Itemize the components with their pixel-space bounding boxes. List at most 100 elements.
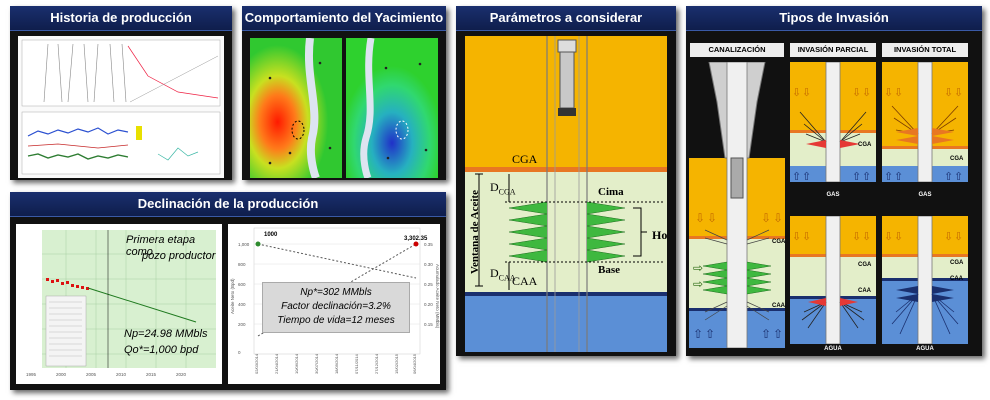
saturation-map (346, 38, 438, 178)
total-gas-label: GAS (918, 192, 932, 198)
parcial-gas-diagram: ⇩ ⇩ ⇩ ⇩ ⇧ ⇧ ⇧ ⇧ (790, 62, 876, 182)
dcaa-subscript: CAA (498, 273, 516, 283)
decline-chart-right: 1,000 800 600 400 200 0 0.35 0.30 0.25 0.20 0.1… (228, 224, 440, 384)
svg-text:800: 800 (238, 262, 246, 267)
svg-text:06/04/2015: 06/04/2015 (412, 353, 417, 374)
svg-text:⇧: ⇧ (693, 327, 703, 341)
svg-text:0.20: 0.20 (424, 302, 433, 307)
base-label: Base (598, 264, 620, 276)
svg-text:⇩: ⇩ (884, 231, 893, 243)
production-history-thumbnail (18, 36, 224, 178)
svg-text:⇩: ⇩ (884, 87, 893, 99)
svg-text:⇩: ⇩ (954, 87, 963, 99)
total-gas-diagram: ⇩ ⇩ ⇩ ⇩ ⇧ ⇧ ⇧ ⇧ (882, 62, 968, 182)
svg-text:⇩: ⇩ (792, 87, 801, 99)
svg-text:⇨: ⇨ (693, 261, 703, 275)
svg-text:2005: 2005 (86, 372, 97, 377)
svg-text:0.15: 0.15 (424, 322, 433, 327)
svg-text:0.30: 0.30 (424, 262, 433, 267)
svg-text:⇧: ⇧ (705, 327, 715, 341)
decline-start-label: 1000 (264, 232, 278, 238)
declinacion-title: Declinación de la producción (10, 192, 446, 217)
decline-end-label: 3,302.35 (404, 236, 428, 242)
svg-text:⇧: ⇧ (944, 171, 953, 182)
yacimiento-title: Comportamiento del Yacimiento (242, 6, 446, 31)
decline-annotation-2: pozo productor (142, 250, 216, 262)
total-gas-cga: CGA (950, 156, 964, 162)
svg-text:2015: 2015 (146, 372, 157, 377)
svg-text:0: 0 (238, 350, 241, 355)
total-agua-diagram: ⇩ ⇩ ⇩ ⇩ (882, 216, 968, 344)
svg-text:⇧: ⇧ (862, 171, 871, 182)
svg-text:⇧: ⇧ (894, 171, 903, 182)
caa-label: CAA (512, 274, 538, 288)
decline-summary-box: Np*=302 MMbls Factor declinación=3.2% Ti… (262, 282, 410, 333)
decline-qo: Qo*=1,000 bpd (124, 344, 199, 356)
svg-text:⇧: ⇧ (954, 171, 963, 182)
svg-text:⇩: ⇩ (862, 231, 871, 243)
dcaa-symbol: D (490, 266, 499, 280)
yacimiento-panel: Comportamiento del Yacimiento (242, 6, 446, 180)
total-agua-cga: CGA (950, 260, 964, 266)
svg-text:600: 600 (238, 282, 246, 287)
svg-text:18/09/2014: 18/09/2014 (334, 353, 339, 374)
svg-text:1,000: 1,000 (238, 242, 250, 247)
svg-text:10/06/2014: 10/06/2014 (294, 353, 299, 374)
historia-panel: Historia de producción (10, 6, 232, 180)
decline-vida: Tiempo de vida=12 meses (277, 315, 395, 326)
dcaa-label: DCAA (490, 266, 516, 282)
svg-text:Acumulado Aceite Neto (MMbls): Acumulado Aceite Neto (MMbls) (435, 264, 440, 329)
canalizacion-diagram: ⇩ ⇩ ⇩ ⇩ ⇨⇨ ⇧ ⇧ ⇧ ⇧ (689, 62, 785, 348)
decline-factor: Factor declinación=3.2% (281, 301, 391, 312)
decline-chart-left: 1995 2000 2005 2010 2015 2020 Primera etapa … (16, 224, 222, 384)
historia-title: Historia de producción (10, 6, 232, 31)
canal-cga: CGA (772, 239, 786, 245)
svg-text:2020: 2020 (176, 372, 187, 377)
col-parcial-header: INVASIÓN PARCIAL (790, 43, 876, 57)
ho-label: Ho (652, 228, 668, 242)
svg-text:⇩: ⇩ (773, 211, 783, 225)
decline-np-star: Np*=302 MMbls (300, 287, 372, 298)
svg-text:⇩: ⇩ (944, 231, 953, 243)
svg-text:⇩: ⇩ (695, 211, 705, 225)
parcial-agua-caa: CAA (858, 288, 871, 294)
svg-text:30/07/2014: 30/07/2014 (314, 353, 319, 374)
col-total-header: INVASIÓN TOTAL (882, 43, 968, 57)
svg-text:⇨: ⇨ (693, 277, 703, 291)
svg-text:07/11/2014: 07/11/2014 (354, 354, 359, 374)
svg-text:400: 400 (238, 302, 246, 307)
col-canalizacion-header: CANALIZACIÓN (690, 43, 784, 57)
svg-text:1995: 1995 (26, 372, 37, 377)
invasion-panel: Tipos de Invasión CANALIZACIÓN INVASIÓN … (686, 6, 982, 356)
ventana-label: Ventana de Aceite (469, 190, 481, 274)
svg-text:0.35: 0.35 (424, 242, 433, 247)
declinacion-panel: Declinación de la producción (10, 192, 446, 390)
svg-text:15/02/2015: 15/02/2015 (394, 353, 399, 374)
dcga-label: DCGA (490, 180, 516, 196)
decline-np: Np=24.98 MMbls (124, 328, 208, 340)
canal-caa: CAA (772, 303, 785, 309)
pressure-map (250, 38, 342, 178)
svg-text:⇩: ⇩ (802, 231, 811, 243)
svg-text:⇩: ⇩ (792, 231, 801, 243)
svg-text:⇩: ⇩ (707, 211, 717, 225)
svg-text:2000: 2000 (56, 372, 67, 377)
svg-text:⇩: ⇩ (852, 87, 861, 99)
svg-text:0.25: 0.25 (424, 282, 433, 287)
svg-text:⇧: ⇧ (792, 171, 801, 182)
svg-text:27/12/2014: 27/12/2014 (374, 353, 379, 374)
decline-annotation-1: Primera etapa como (126, 234, 196, 258)
svg-text:⇧: ⇧ (802, 171, 811, 182)
svg-text:⇩: ⇩ (944, 87, 953, 99)
total-agua-caa: CAA (950, 276, 963, 282)
total-agua-label: AGUA (916, 346, 934, 352)
cima-label: Cima (598, 186, 624, 198)
well-diagram (465, 36, 667, 352)
parcial-agua-label: AGUA (824, 346, 842, 352)
parametros-panel: Parámetros a considerar CGA CAA Ventana … (456, 6, 676, 356)
dcga-symbol: D (490, 180, 499, 194)
svg-text:⇩: ⇩ (862, 87, 871, 99)
svg-text:⇧: ⇧ (852, 171, 861, 182)
svg-text:⇧: ⇧ (884, 171, 893, 182)
invasion-title: Tipos de Invasión (686, 6, 982, 31)
